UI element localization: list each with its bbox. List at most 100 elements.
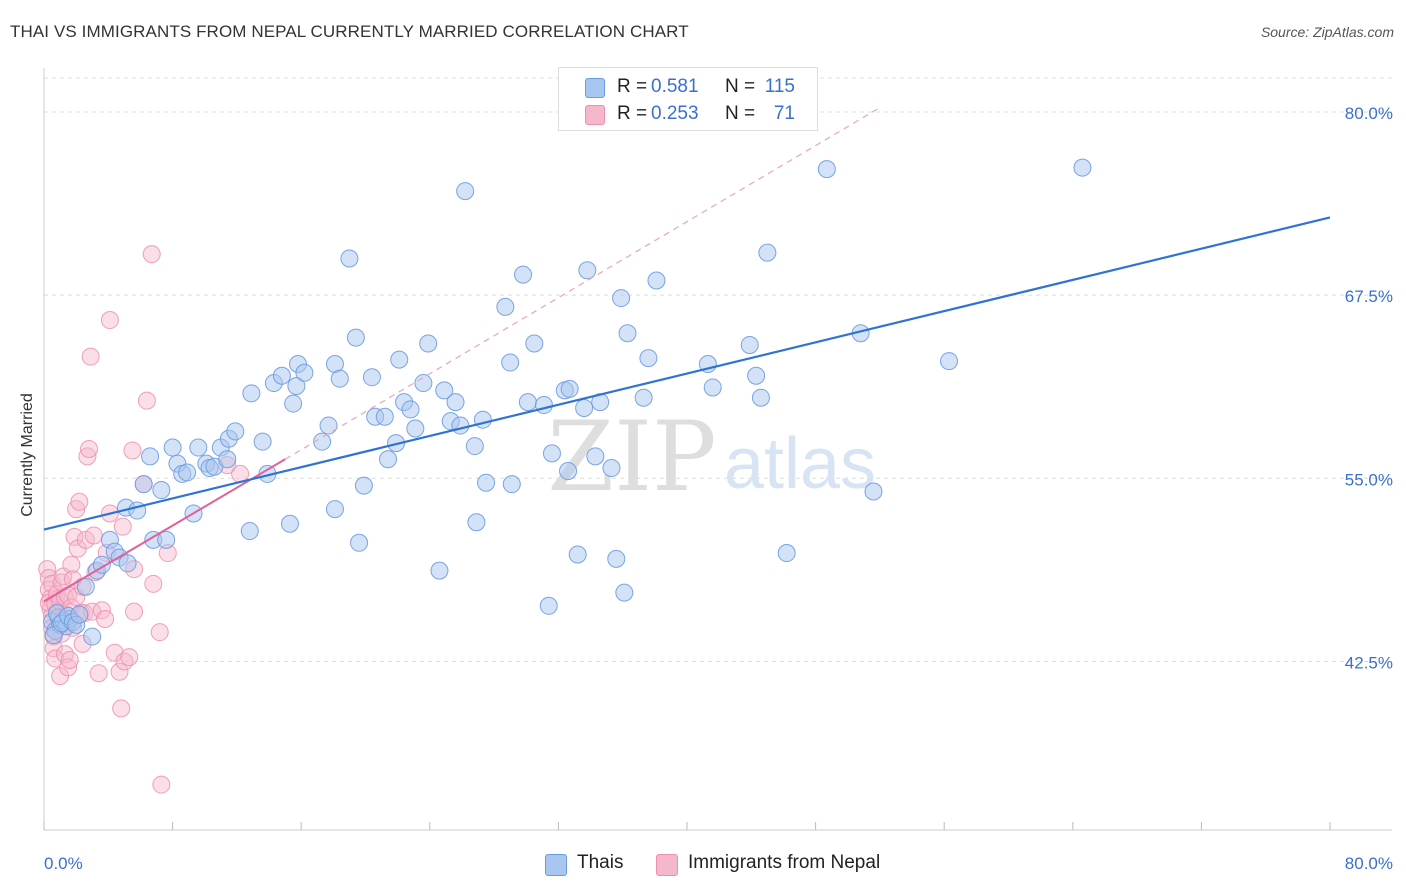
thais-point: [451, 416, 470, 435]
y-tick-label: 42.5%: [1345, 653, 1393, 672]
watermark-zip: ZIP: [547, 401, 716, 513]
nepal-point: [144, 574, 163, 593]
nepal-point: [46, 649, 65, 668]
thais-point: [325, 500, 344, 519]
thais-point: [578, 261, 597, 280]
nepal-point: [43, 574, 62, 593]
thais-point: [319, 416, 338, 435]
nepal-point: [150, 623, 169, 642]
thais-point: [864, 482, 883, 501]
thais-point: [639, 349, 658, 368]
thais-point: [612, 289, 631, 308]
thais-point: [747, 366, 766, 385]
thais-point: [406, 419, 425, 438]
r-label: R =: [617, 103, 648, 124]
thais-point: [501, 353, 520, 372]
thais-point: [647, 271, 666, 290]
thais-trend-line: [43, 216, 1331, 531]
trend-lines: [43, 107, 1331, 603]
stats-legend: R = 0.581 N = 115 R = 0.253 N = 71: [558, 67, 818, 131]
thais-point: [586, 447, 605, 466]
thais-point: [157, 530, 176, 549]
thais-point: [446, 393, 465, 412]
thais-point: [618, 324, 637, 343]
nepal-point: [142, 245, 161, 264]
nepal-point: [80, 440, 99, 458]
nepal-point: [78, 447, 97, 466]
axes: [43, 68, 1392, 831]
thais-point: [575, 398, 594, 417]
nepal-points: [38, 245, 250, 794]
nepal-point: [112, 699, 131, 718]
nepal-swatch: [585, 105, 605, 125]
thais-point: [414, 374, 433, 393]
thais-point: [118, 554, 137, 573]
legend-label-thais: Thais: [577, 852, 624, 873]
thais-point: [313, 432, 332, 451]
nepal-point: [60, 651, 79, 670]
nepal-point: [100, 311, 119, 330]
nepal-point: [152, 775, 171, 794]
chart-title: THAI VS IMMIGRANTS FROM NEPAL CURRENTLY …: [10, 22, 689, 41]
thais-point: [456, 182, 475, 201]
thais-point: [534, 396, 553, 415]
nepal-point: [84, 526, 103, 545]
thais-point: [496, 297, 515, 316]
thais-points: [43, 158, 1092, 646]
thais-point: [242, 384, 261, 403]
thais-point: [542, 444, 561, 463]
r-value: 0.253: [651, 103, 699, 124]
thais-point: [817, 160, 836, 179]
nepal-point: [110, 662, 129, 681]
thais-point: [350, 533, 369, 552]
nepal-point: [96, 609, 115, 628]
nepal-point: [113, 517, 132, 536]
thais-point: [218, 450, 237, 469]
thais-point: [401, 400, 420, 419]
nepal-point: [89, 664, 108, 683]
thais-point: [379, 450, 398, 469]
thais-point: [253, 432, 272, 451]
thais-legend-swatch: [545, 854, 567, 876]
thais-point: [354, 476, 373, 495]
thais-point: [502, 475, 521, 494]
thais-point: [141, 447, 160, 466]
thais-point: [362, 368, 381, 387]
thais-point: [560, 379, 579, 398]
y-tick-label: 67.5%: [1345, 287, 1393, 306]
legend-row-nepal: R = 0.253 N = 71: [559, 101, 817, 129]
watermark-atlas: atlas: [724, 424, 876, 504]
thais-point: [375, 407, 394, 426]
nepal-trend-line: [43, 458, 286, 603]
nepal-point: [76, 530, 95, 549]
nepal-point: [62, 555, 81, 574]
thais-point: [634, 388, 653, 407]
thais-point: [435, 381, 454, 400]
thais-point: [751, 388, 770, 407]
thais-point: [559, 461, 578, 480]
nepal-point: [123, 441, 142, 460]
nepal-point: [137, 391, 156, 410]
nepal-point: [59, 658, 78, 677]
thais-point: [346, 328, 365, 347]
thais-point: [518, 393, 537, 412]
nepal-point: [70, 492, 89, 511]
r-label: R =: [617, 76, 648, 97]
thais-point: [602, 459, 621, 478]
thais-point: [940, 352, 959, 371]
thais-point: [152, 481, 171, 500]
thais-point: [340, 249, 359, 268]
n-value: 71: [773, 103, 795, 124]
thais-point: [615, 583, 634, 602]
nepal-trend-dashed: [284, 107, 881, 460]
n-value: 115: [764, 76, 795, 97]
thais-point: [525, 334, 544, 353]
legend-row-thais: R = 0.581 N = 115: [559, 74, 817, 102]
gridlines: [44, 77, 1392, 662]
y-tick-label: 55.0%: [1345, 470, 1393, 489]
thais-point: [1073, 158, 1092, 177]
thais-point: [76, 577, 95, 596]
thais-point: [134, 475, 153, 494]
thais-point: [568, 545, 587, 564]
thais-point: [390, 350, 409, 369]
